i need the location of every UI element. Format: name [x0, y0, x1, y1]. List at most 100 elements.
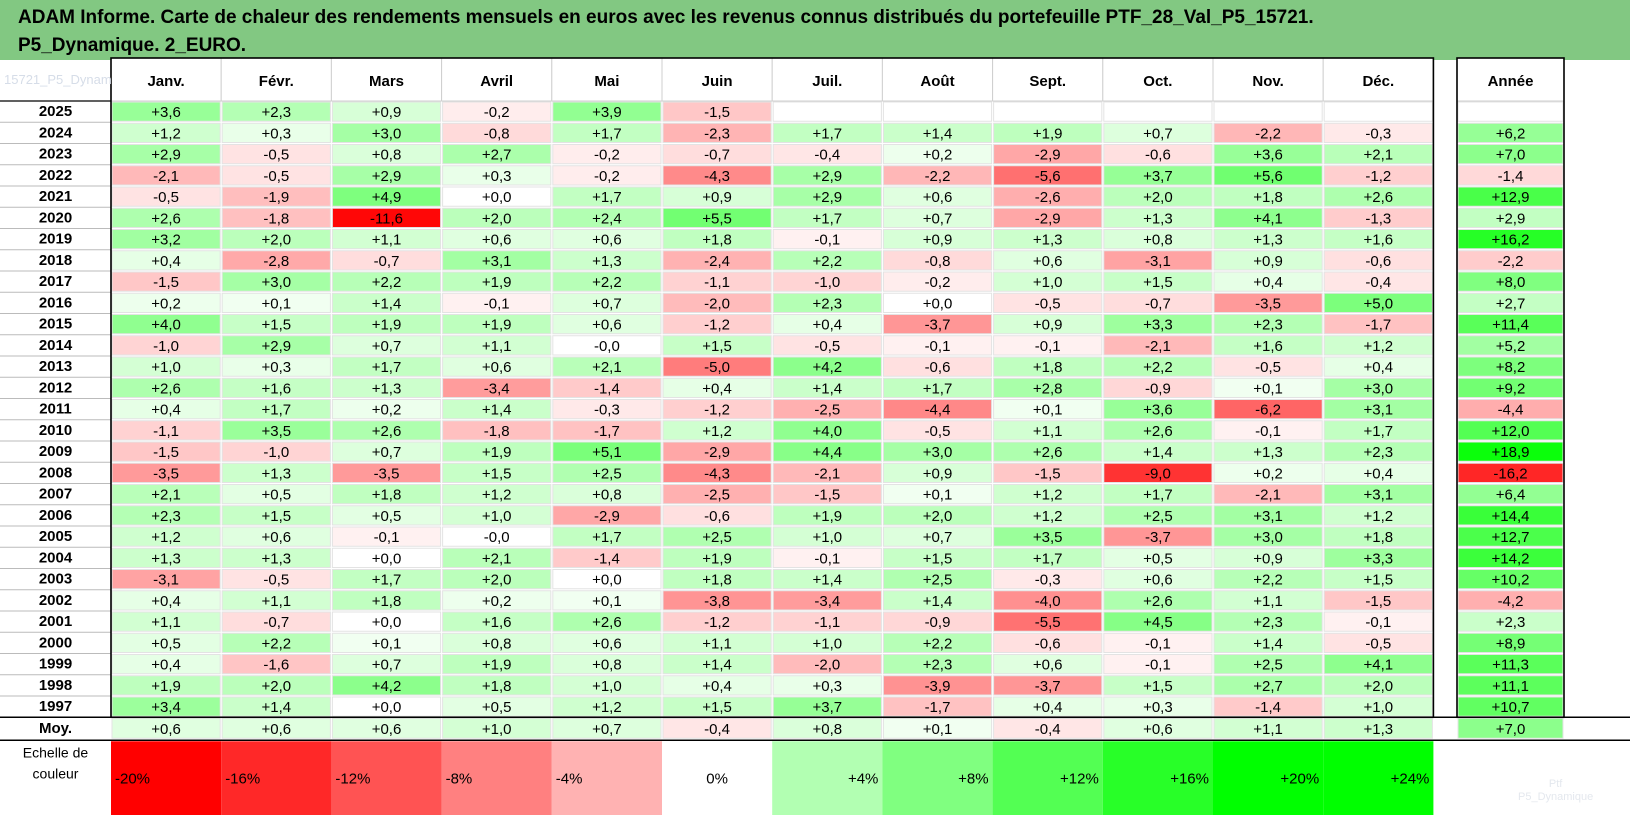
heat-cell — [442, 632, 552, 653]
heat-cell — [442, 186, 552, 207]
heat-cell — [552, 611, 662, 632]
average-cell — [772, 717, 882, 739]
heat-cell — [221, 207, 331, 228]
cell-value: +2,2 — [372, 274, 402, 291]
heat-cell — [111, 526, 221, 547]
heat-cell — [331, 356, 442, 377]
cell-value: +2,1 — [1363, 147, 1393, 164]
cell-value: +0,2 — [372, 402, 402, 419]
heat-cell — [442, 590, 552, 611]
cell-value: +0,1 — [923, 487, 953, 504]
year-label: 2017 — [39, 273, 72, 290]
average-cell — [111, 717, 221, 739]
cell-value: +0,1 — [372, 635, 402, 652]
cell-value: +1,3 — [151, 550, 181, 567]
heat-cell — [1323, 399, 1433, 420]
annual-cell — [1457, 675, 1564, 696]
cell-value: +1,5 — [1143, 678, 1173, 695]
cell-value: -2,0 — [814, 657, 840, 674]
cell-value: -1,1 — [704, 274, 730, 291]
cell-value: +0,8 — [482, 635, 512, 652]
heat-cell — [993, 399, 1103, 420]
heat-cell — [442, 207, 552, 228]
cell-value: -1,7 — [925, 699, 951, 716]
heat-cell — [1103, 335, 1213, 356]
heat-cell — [882, 377, 993, 398]
cell-value: +0,3 — [812, 678, 842, 695]
scale-swatch — [882, 741, 993, 815]
heat-cell — [1323, 420, 1433, 441]
scale-swatch — [441, 741, 552, 815]
heat-cell — [772, 292, 882, 313]
scale-swatch — [662, 741, 773, 815]
heat-cell — [221, 654, 331, 675]
heat-cell — [882, 250, 993, 271]
heat-cell — [552, 356, 662, 377]
heat-cell — [993, 590, 1103, 611]
annual-value: -16,2 — [1493, 465, 1527, 482]
cell-value: -11,6 — [370, 210, 403, 227]
heat-cell — [1213, 144, 1323, 165]
heat-cell — [221, 611, 331, 632]
cell-value: +1,9 — [372, 317, 402, 334]
cell-value: +1,4 — [482, 402, 512, 419]
cell-value: +3,5 — [261, 423, 291, 440]
heat-cell — [331, 611, 442, 632]
cell-value: +0,5 — [1143, 550, 1173, 567]
heat-cell — [331, 526, 442, 547]
cell-value: +1,5 — [1143, 274, 1173, 291]
cell-value: +0,2 — [1253, 465, 1283, 482]
cell-value: -0,1 — [1145, 657, 1171, 674]
heat-cell — [772, 335, 882, 356]
heat-cell — [552, 335, 662, 356]
cell-value: +1,7 — [812, 210, 842, 227]
average-value: +1,1 — [1253, 721, 1283, 738]
cell-value: +2,5 — [1143, 508, 1173, 525]
cell-value: -0,1 — [374, 529, 400, 546]
heat-cell — [552, 292, 662, 313]
cell-value: +1,0 — [151, 359, 181, 376]
cell-value: -0,8 — [484, 125, 510, 142]
heat-cell — [993, 675, 1103, 696]
year-label: 2019 — [39, 231, 72, 248]
average-cell — [1213, 717, 1323, 739]
cell-value: +1,0 — [1033, 274, 1063, 291]
cell-value: -3,8 — [704, 593, 730, 610]
heat-cell — [882, 462, 993, 483]
cell-value: +1,2 — [151, 125, 181, 142]
heat-cell — [772, 101, 882, 122]
cell-value: -0,7 — [704, 147, 730, 164]
cell-value: +0,3 — [261, 359, 291, 376]
heat-cell — [221, 122, 331, 143]
heat-cell — [442, 122, 552, 143]
cell-value: +3,0 — [1253, 529, 1283, 546]
cell-value: +1,2 — [1033, 508, 1063, 525]
annual-value: +2,9 — [1496, 210, 1526, 227]
header-cell — [661, 57, 773, 102]
heat-cell — [993, 229, 1103, 250]
heat-cell — [1103, 207, 1213, 228]
annual-value: +11,3 — [1492, 657, 1529, 674]
cell-value: -0,4 — [814, 147, 840, 164]
heat-cell — [1103, 271, 1213, 292]
heat-cell — [772, 505, 882, 526]
heat-cell — [882, 101, 993, 122]
cell-value: -1,5 — [1365, 593, 1391, 610]
cell-value: +1,6 — [1253, 338, 1283, 355]
heat-cell — [331, 569, 442, 590]
cell-value: +2,5 — [592, 465, 622, 482]
cell-value: +0,9 — [1253, 550, 1283, 567]
scale-label: +4% — [848, 771, 878, 788]
heat-cell — [993, 314, 1103, 335]
cell-value: -3,7 — [1035, 678, 1061, 695]
heat-cell — [331, 675, 442, 696]
cell-value: -1,5 — [153, 444, 179, 461]
heat-cell — [882, 505, 993, 526]
heat-cell — [993, 462, 1103, 483]
scale-label: 0% — [706, 771, 728, 788]
scale-label-line-1: Echelle de — [23, 744, 89, 760]
heat-cell — [331, 271, 442, 292]
cell-value: -3,5 — [153, 465, 179, 482]
heat-cell — [111, 229, 221, 250]
heat-cell — [442, 505, 552, 526]
